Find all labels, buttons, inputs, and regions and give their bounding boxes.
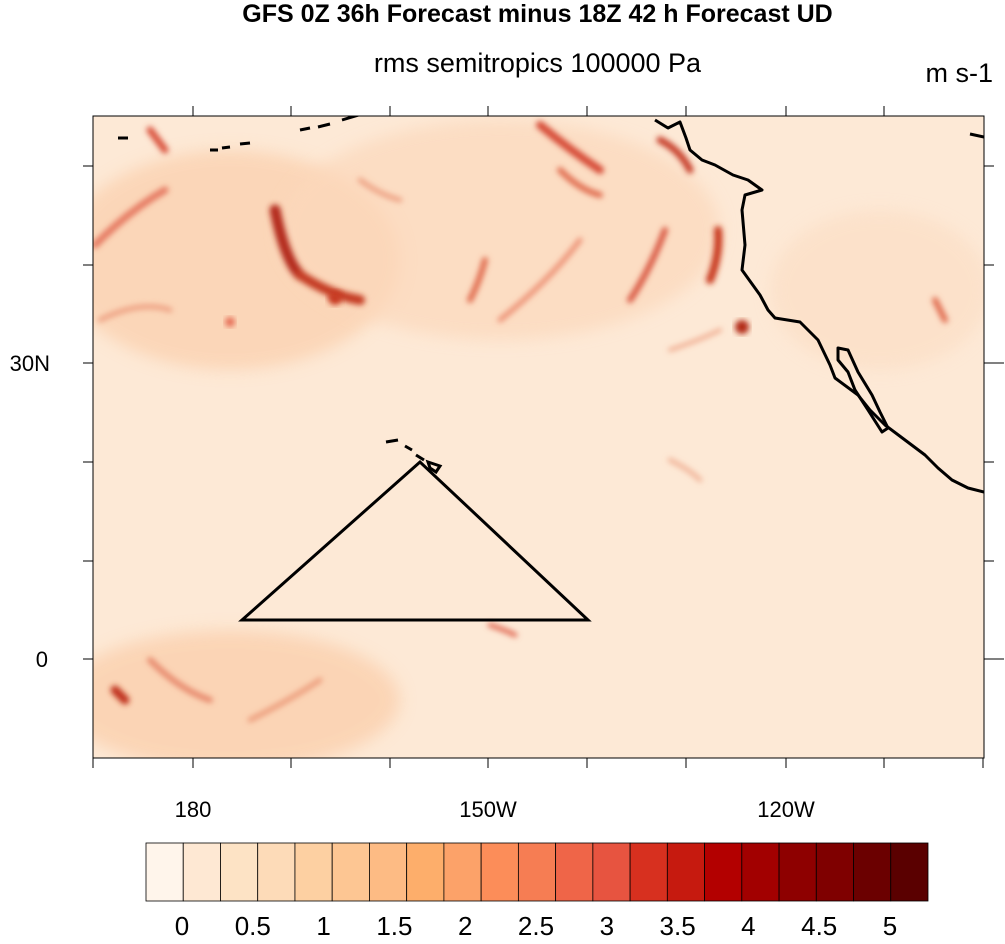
colorbar-swatch (778, 842, 817, 902)
field-shading (93, 116, 984, 758)
colorbar-swatch (369, 842, 408, 902)
colorbar-label: 1 (316, 911, 330, 941)
colorbar-swatch (220, 842, 259, 902)
colorbar-swatch (294, 842, 333, 902)
colorbar-swatch (443, 842, 482, 902)
colorbar-label: 2.5 (518, 911, 554, 941)
coastline-hawaii (385, 438, 443, 475)
colorbar-label: 3 (600, 911, 614, 941)
colorbar-label: 1.5 (376, 911, 412, 941)
units-label: m s-1 (925, 58, 994, 88)
colorbar-swatch (517, 842, 557, 902)
colorbar-swatch (890, 842, 929, 902)
triangle-overlay (238, 459, 592, 622)
plot-frame (92, 115, 985, 759)
lon-label-120w: 120W (757, 797, 815, 822)
colorbar-label: 5 (883, 911, 897, 941)
colorbar-swatch (182, 842, 221, 902)
colorbar-swatch (406, 842, 445, 902)
colorbar-label: 4.5 (801, 911, 837, 941)
colorbar-swatch (592, 842, 631, 902)
coastline-north-america (654, 118, 984, 494)
colorbar-labels: 0 0.5 1 1.5 2 2.5 3 3.5 4 4.5 5 (175, 911, 897, 941)
colorbar-swatch (331, 842, 370, 902)
colorbar-label: 3.5 (660, 911, 696, 941)
map-subtitle: rms semitropics 100000 Pa (373, 48, 702, 78)
lon-label-180: 180 (175, 797, 212, 822)
colorbar-label: 0 (175, 911, 189, 941)
colorbar-label: 2 (458, 911, 472, 941)
colorbar-swatch (480, 842, 519, 902)
colorbar (145, 842, 929, 902)
colorbar-swatch (666, 842, 705, 902)
colorbar-label: 4 (741, 911, 755, 941)
axis-ticks (83, 106, 1004, 768)
lon-label-150w: 150W (459, 797, 517, 822)
lat-label-30n: 30N (10, 351, 50, 376)
colorbar-swatch (815, 842, 854, 902)
coastline-baja (836, 346, 890, 434)
colorbar-swatch (853, 842, 892, 902)
colorbar-label: 0.5 (235, 911, 271, 941)
lat-label-0: 0 (36, 647, 48, 672)
colorbar-swatch (555, 842, 594, 902)
colorbar-swatch (741, 842, 780, 902)
colorbar-swatch (704, 842, 743, 902)
colorbar-swatch (629, 842, 668, 902)
colorbar-swatch (257, 842, 296, 902)
coastline-aleutians (118, 116, 984, 152)
map-title: GFS 0Z 36h Forecast minus 18Z 42 h Forec… (242, 0, 833, 28)
colorbar-swatch (145, 842, 184, 902)
